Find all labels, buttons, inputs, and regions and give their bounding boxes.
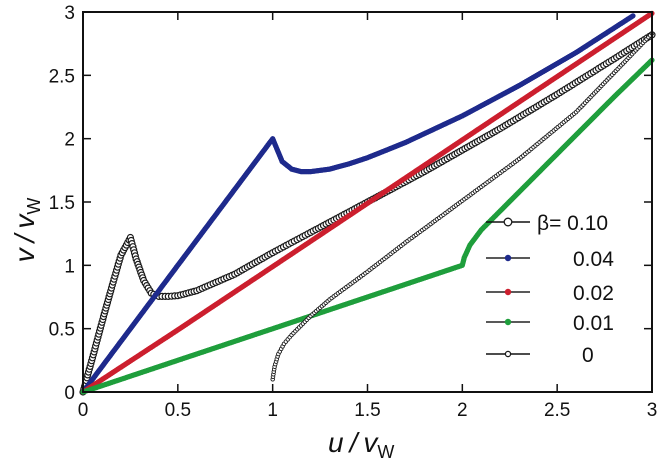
y-tick-label: 1.5 — [49, 193, 75, 214]
y-tick-label: 0 — [64, 383, 75, 404]
legend-marker — [503, 217, 513, 227]
legend-item-0-02: 0.02 — [486, 282, 614, 305]
legend-label: 0.01 — [573, 312, 614, 335]
x-tick-label: 2 — [457, 400, 468, 421]
legend-label: 0 — [582, 344, 594, 367]
y-tick-label: 2 — [64, 130, 75, 151]
x-tick-label: 0 — [78, 400, 89, 421]
legend-marker — [504, 254, 512, 262]
legend-marker — [504, 350, 512, 358]
legend-marker — [504, 288, 512, 296]
legend-marker — [504, 318, 512, 326]
series-layer — [79, 10, 656, 396]
legend-label: 0.04 — [573, 248, 614, 271]
data-point — [630, 13, 636, 19]
x-axis-label: u / vW — [328, 427, 394, 461]
legend-label: 0.02 — [573, 282, 614, 305]
series-0-04 — [80, 13, 636, 395]
legend-label: β= 0.10 — [537, 212, 608, 235]
x-tick-label: 0.5 — [165, 400, 191, 421]
series-0-02 — [80, 10, 655, 395]
x-tick-label: 2.5 — [544, 400, 570, 421]
x-tick-label: 1.5 — [354, 400, 380, 421]
x-tick-label: 3 — [647, 400, 658, 421]
legend-item-0: 0 — [486, 344, 594, 367]
series-0 — [270, 31, 655, 382]
y-tick-label: 2.5 — [49, 66, 75, 87]
y-tick-label: 1 — [64, 256, 75, 277]
legend-item-0-04: 0.04 — [486, 248, 614, 271]
legend-item-0-01: 0.01 — [486, 312, 614, 335]
legend-item-0-10: β= 0.10 — [486, 212, 608, 235]
legend: β= 0.10 0.04 0.02 0.01 0 — [486, 212, 614, 367]
y-tick-label: 0.5 — [49, 320, 75, 341]
y-tick-label: 3 — [64, 3, 75, 24]
ticks-layer: 0 0.5 1 1.5 2 2.5 3 0 0.5 1 1.5 2 2.5 3 — [49, 3, 658, 421]
y-axis-label: v/vW — [9, 198, 44, 263]
x-tick-label: 1 — [267, 400, 278, 421]
